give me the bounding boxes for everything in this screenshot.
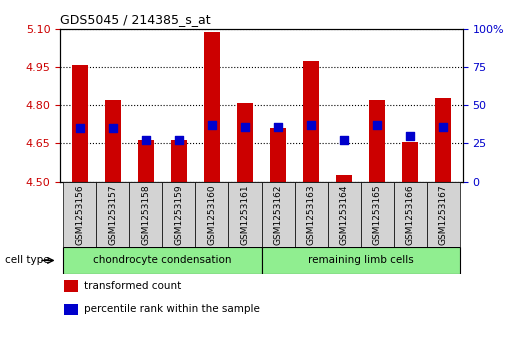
Point [109,125,117,131]
Bar [170,139,187,182]
Bar [427,182,460,247]
Bar [163,182,196,247]
Bar [138,139,154,182]
Text: GSM1253161: GSM1253161 [241,185,249,245]
Point [76,125,84,131]
Bar [262,182,294,247]
Bar [270,128,286,182]
Bar [393,182,427,247]
Text: transformed count: transformed count [84,281,181,291]
Point [307,122,315,128]
Bar [262,247,460,274]
Bar [63,247,262,274]
Bar [96,182,130,247]
Point [208,122,216,128]
Bar [237,103,253,182]
Bar [369,100,385,182]
Bar [229,182,262,247]
Bar [294,182,327,247]
Text: GSM1253159: GSM1253159 [175,185,184,245]
Text: GSM1253160: GSM1253160 [208,185,217,245]
Point [373,122,381,128]
Bar [327,182,360,247]
Text: GSM1253157: GSM1253157 [108,185,118,245]
Bar [303,61,319,182]
Point [439,124,447,130]
Text: GSM1253165: GSM1253165 [372,185,382,245]
Point [340,138,348,143]
Point [175,138,183,143]
Bar [64,304,78,315]
Bar [435,98,451,182]
Bar [105,100,121,182]
Text: remaining limb cells: remaining limb cells [308,256,413,265]
Text: GSM1253158: GSM1253158 [141,185,151,245]
Bar [63,182,96,247]
Text: GSM1253163: GSM1253163 [306,185,315,245]
Point [274,124,282,130]
Bar [402,142,418,182]
Bar [204,32,220,182]
Bar [72,65,88,182]
Text: GSM1253167: GSM1253167 [439,185,448,245]
Text: GSM1253162: GSM1253162 [274,185,282,245]
Text: GDS5045 / 214385_s_at: GDS5045 / 214385_s_at [60,13,211,26]
Text: cell type: cell type [5,256,50,265]
Bar [64,280,78,291]
Text: GSM1253156: GSM1253156 [75,185,84,245]
Text: GSM1253166: GSM1253166 [405,185,415,245]
Bar [336,175,353,182]
Bar [196,182,229,247]
Text: GSM1253164: GSM1253164 [339,185,348,245]
Bar [360,182,393,247]
Bar [130,182,163,247]
Text: percentile rank within the sample: percentile rank within the sample [84,305,260,314]
Point [406,133,414,139]
Point [142,138,150,143]
Text: chondrocyte condensation: chondrocyte condensation [93,256,232,265]
Point [241,124,249,130]
